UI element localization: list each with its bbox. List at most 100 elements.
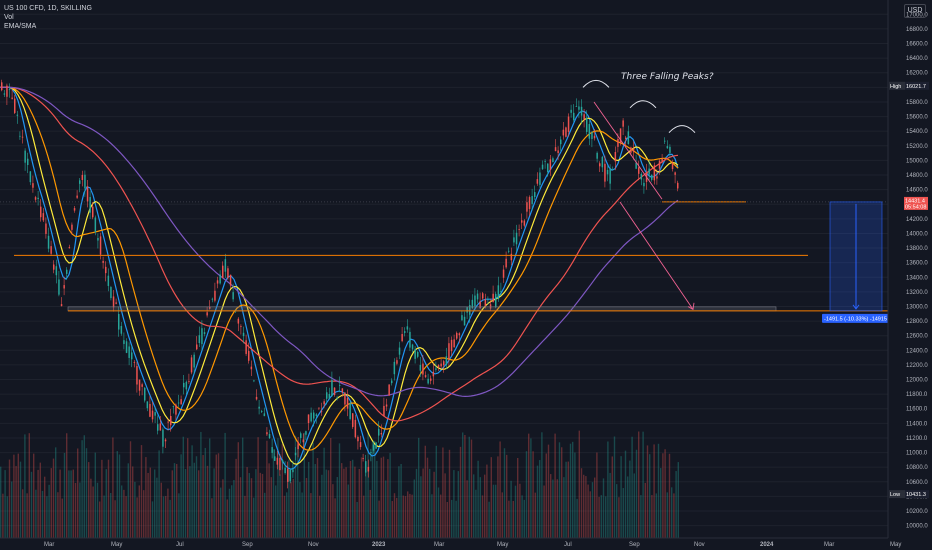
last-price-bg [904, 196, 928, 210]
price-tick-label: 14200.0 [906, 217, 928, 223]
last-price-value: 14431.4 [905, 198, 925, 204]
volume-bar [61, 498, 63, 538]
volume-bar [30, 471, 33, 538]
volume-bar [151, 501, 154, 538]
volume-bar [191, 445, 193, 538]
volume-bar [220, 487, 222, 538]
volume-bar [24, 434, 26, 538]
candle-body [258, 406, 260, 409]
candle-body [367, 466, 370, 472]
volume-bar [112, 437, 114, 538]
volume-bar [644, 482, 646, 538]
price-tick-label: 13000.0 [906, 304, 928, 310]
volume-bar [2, 493, 4, 538]
candle-body [430, 378, 432, 381]
candle-body [671, 163, 674, 169]
candle-body [523, 220, 526, 226]
measure-arrow-head [852, 304, 860, 310]
volume-bar [123, 489, 125, 538]
volume-bar [631, 436, 633, 538]
volume-bar [154, 469, 156, 538]
candle-body [482, 293, 484, 299]
volume-bar [46, 496, 48, 538]
candle-body [14, 98, 16, 113]
volume-bar [4, 470, 6, 538]
candle-body [521, 220, 523, 223]
candle-body [448, 343, 450, 360]
price-tick-label: 13400.0 [906, 275, 928, 281]
candle-body [352, 413, 354, 427]
volume-bar [501, 492, 503, 538]
volume-bar [200, 431, 202, 538]
candle-body [505, 258, 507, 268]
price-tick-label: 12200.0 [906, 363, 928, 369]
volume-bar [11, 481, 13, 538]
volume-bar [226, 499, 228, 538]
currency-button[interactable]: USD [904, 4, 926, 18]
volume-bar [583, 474, 585, 538]
candle-body [333, 387, 336, 395]
candle-body [440, 363, 442, 367]
candle-body [206, 312, 208, 316]
volume-bar [48, 484, 50, 538]
volume-bar [246, 467, 248, 538]
candle-body [513, 237, 515, 243]
sma-300-line [0, 86, 679, 398]
volume-bar [248, 473, 250, 538]
candle-body [469, 305, 471, 315]
candle-body [50, 246, 52, 254]
candle-body [539, 172, 541, 185]
volume-bar [426, 457, 429, 538]
candle-body [172, 406, 175, 408]
price-tick-label: 10800.0 [906, 465, 928, 471]
symbol-label[interactable]: US 100 CFD, 1D, SKILLING [4, 5, 92, 12]
price-tick-label: 12800.0 [906, 319, 928, 325]
volume-bar [209, 438, 211, 538]
peak-arc [629, 100, 657, 109]
volume-bar [462, 432, 464, 538]
volume-bar [66, 433, 68, 538]
candle-body [112, 296, 115, 308]
candle-body [396, 360, 398, 364]
candle-body [177, 402, 180, 404]
volume-bar [435, 445, 437, 538]
time-tick-label: Nov [694, 542, 705, 548]
candle-body [185, 381, 188, 390]
candle-body [677, 182, 679, 189]
volume-bar [358, 468, 360, 538]
candle-body [450, 339, 453, 352]
volume-label[interactable]: Vol [4, 14, 14, 21]
candle-body [635, 162, 637, 169]
volume-bar [653, 444, 655, 538]
candle-body [365, 461, 367, 473]
candle-body [534, 192, 536, 198]
volume-bar [420, 476, 422, 538]
candle-body [53, 264, 55, 270]
time-tick-label: May [111, 542, 122, 548]
ema-mid-line [0, 86, 679, 465]
high-tag-label: High [890, 84, 901, 90]
volume-bar [415, 468, 418, 538]
candle-body [123, 340, 125, 344]
candle-body [84, 174, 86, 189]
candle-body [596, 152, 598, 159]
candle-body [105, 266, 107, 274]
candle-body [359, 442, 362, 448]
volume-bar [81, 440, 83, 538]
volume-bar [171, 470, 173, 538]
volume-bar [233, 480, 235, 538]
candle-body [638, 167, 640, 174]
volume-bar [640, 495, 642, 538]
volume-bar [490, 457, 492, 538]
candle-body [515, 232, 518, 245]
candle-body [658, 160, 661, 169]
candle-body [674, 172, 676, 175]
ma-label[interactable]: EMA/SMA [4, 23, 37, 30]
candle-body [346, 398, 349, 409]
volume-bar [147, 472, 149, 538]
volume-bar [349, 461, 352, 538]
candle-body [502, 269, 505, 278]
volume-bar [363, 495, 365, 538]
